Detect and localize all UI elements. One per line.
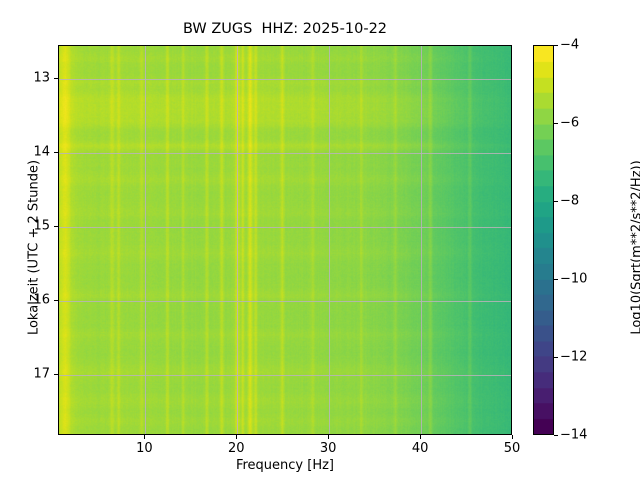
gridline-horizontal <box>59 79 511 81</box>
gridline-vertical <box>237 46 239 434</box>
x-tick-label: 40 <box>411 441 429 456</box>
y-axis-label: Lokalzeit (UTC + 2 Stunde) <box>26 159 42 336</box>
y-tick-mark <box>54 374 58 376</box>
colorbar-tick-label: −14 <box>560 427 588 443</box>
x-axis-label: Frequency [Hz] <box>235 458 335 473</box>
y-tick-label: 15 <box>33 218 50 234</box>
y-tick-mark <box>54 78 58 80</box>
colorbar-tick-label: −12 <box>560 349 588 365</box>
gridline-vertical <box>329 46 331 434</box>
y-tick-label: 13 <box>33 70 50 86</box>
colorbar-tick-mark <box>554 279 558 280</box>
x-tick-label: 30 <box>319 441 337 456</box>
x-tick-mark <box>144 435 146 439</box>
spectrogram-image <box>59 46 511 434</box>
colorbar-tick-mark <box>554 435 558 436</box>
colorbar-tick-label: −4 <box>560 37 580 53</box>
colorbar-tick-label: −10 <box>560 271 588 287</box>
colorbar-label: Log10(Sqrt(m**2/s**2/Hz)) <box>629 160 640 335</box>
spectrogram-plot-area[interactable] <box>58 45 512 435</box>
colorbar-gradient <box>533 45 554 435</box>
colorbar-tick-mark <box>554 45 558 46</box>
colorbar-tick-label: −8 <box>560 193 580 209</box>
gridline-horizontal <box>59 301 511 303</box>
x-tick-label: 10 <box>136 441 153 456</box>
x-tick-mark <box>236 435 238 439</box>
gridline-vertical <box>145 46 147 434</box>
colorbar-tick-mark <box>554 357 558 358</box>
gridline-horizontal <box>59 153 511 155</box>
y-tick-label: 16 <box>33 292 50 308</box>
y-tick-mark <box>54 152 58 154</box>
colorbar-tick-mark <box>554 123 558 124</box>
colorbar[interactable] <box>533 45 554 435</box>
x-tick-label: 50 <box>503 441 521 456</box>
x-tick-mark <box>328 435 330 439</box>
page-title: BW ZUGS HHZ: 2025-10-22 <box>182 21 388 37</box>
x-tick-mark <box>420 435 422 439</box>
colorbar-tick-label: −6 <box>560 115 580 131</box>
x-tick-mark <box>512 435 513 439</box>
x-tick-label: 20 <box>228 441 245 456</box>
y-tick-label: 17 <box>33 366 50 382</box>
gridline-vertical <box>421 46 423 434</box>
y-tick-mark <box>54 226 58 228</box>
gridline-horizontal <box>59 227 511 229</box>
y-tick-mark <box>54 300 58 302</box>
y-tick-label: 14 <box>33 144 50 160</box>
colorbar-tick-mark <box>554 201 558 202</box>
gridline-horizontal <box>59 375 511 377</box>
